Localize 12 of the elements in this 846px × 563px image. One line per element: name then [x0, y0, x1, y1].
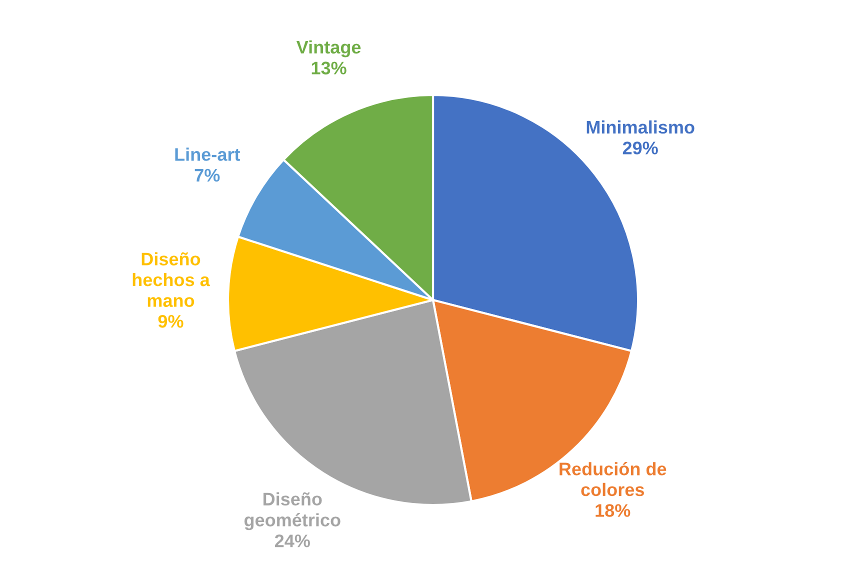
data-label: 29% [622, 142, 658, 154]
slice-label: Vintage [296, 40, 361, 58]
data-label: 13% [312, 62, 346, 74]
data-label: 7% [194, 168, 220, 182]
data-label: 18% [596, 504, 630, 517]
slice-label: Diseño hechos a mano [132, 252, 210, 307]
slice-label: Redución de colores [560, 462, 666, 496]
slice-label: Diseño geométrico [244, 492, 340, 530]
data-label: 9% [158, 314, 184, 328]
slice-label: Minimalismo [586, 120, 694, 134]
data-label: 24% [274, 534, 310, 548]
slice-label: Line-art [175, 148, 240, 161]
